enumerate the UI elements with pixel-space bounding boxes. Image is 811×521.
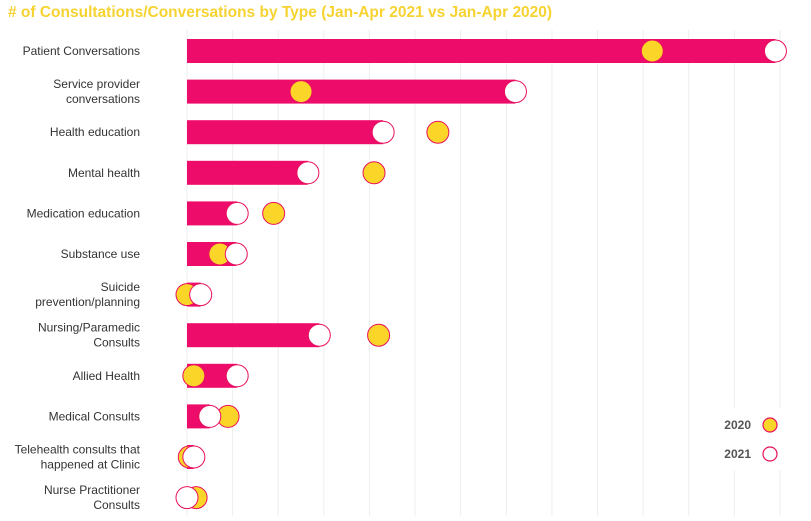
- legend: 2020 2021: [712, 408, 790, 470]
- category-label: Medication education: [27, 206, 140, 220]
- bar-2021: [187, 323, 320, 348]
- legend-label-2021: 2021: [724, 447, 751, 461]
- marker-2020: [640, 39, 664, 63]
- bar-2021: [187, 160, 308, 185]
- marker-2021: [503, 80, 527, 104]
- category-label: Patient Conversations: [23, 44, 140, 58]
- chart-title: # of Consultations/Conversations by Type…: [8, 4, 553, 21]
- marker-2021: [371, 120, 395, 144]
- marker-2021: [225, 201, 249, 225]
- category-labels: Patient Conversations Service provider con…: [15, 44, 141, 512]
- marker-2020: [362, 161, 386, 185]
- marker-2020: [289, 80, 313, 104]
- category-label: Allied Health: [73, 369, 140, 383]
- legend-marker-2021: [762, 446, 778, 462]
- category-label: Nurse Practitioner Consults: [44, 483, 140, 512]
- category-label: Substance use: [61, 247, 141, 261]
- bars-2021: [187, 39, 776, 469]
- category-label: Service provider conversations: [53, 77, 140, 106]
- marker-2021: [307, 323, 331, 347]
- legend-background: [712, 408, 790, 470]
- marker-2020: [367, 323, 391, 347]
- marker-2021: [175, 486, 199, 510]
- category-label: Medical Consults: [49, 409, 140, 423]
- markers: [175, 39, 787, 510]
- marker-2021: [225, 364, 249, 388]
- marker-2021: [198, 404, 222, 428]
- marker-2020: [182, 364, 206, 388]
- marker-2020: [262, 201, 286, 225]
- category-label: Health education: [50, 125, 140, 139]
- category-label: Telehealth consults that happened at Clin…: [15, 443, 141, 472]
- category-label: Suicide prevention/planning: [35, 280, 140, 309]
- marker-2021: [189, 283, 213, 307]
- category-label: Mental health: [68, 166, 140, 180]
- marker-2021: [224, 242, 248, 266]
- category-label: Nursing/Paramedic Consults: [38, 321, 140, 350]
- marker-2021: [182, 445, 206, 469]
- legend-marker-2020: [762, 417, 778, 433]
- legend-label-2020: 2020: [724, 418, 751, 432]
- bar-2021: [187, 39, 776, 63]
- marker-2020: [426, 120, 450, 144]
- gridlines: [186, 30, 781, 516]
- bar-2021: [187, 79, 516, 104]
- marker-2021: [763, 39, 787, 63]
- bar-2021: [187, 120, 384, 145]
- marker-2021: [296, 161, 320, 185]
